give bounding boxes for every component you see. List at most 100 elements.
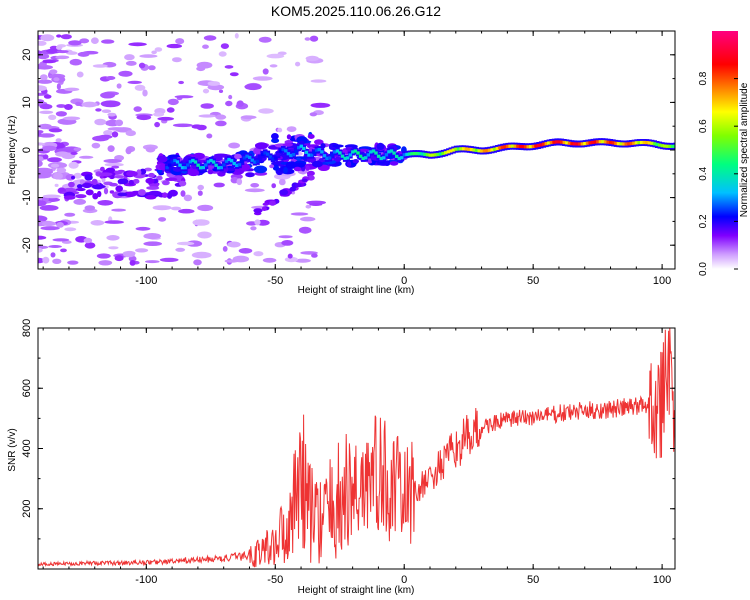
spectrogram-cell [192,219,210,226]
spectrogram-cell [196,163,200,167]
spectrogram-cell [175,160,180,164]
spectrogram-cell [413,152,417,156]
colorbar-gradient [712,31,738,269]
spectrogram-cell [487,148,492,152]
spectrogram-cell [127,80,142,84]
spectrogram-cell [384,153,389,157]
spectrogram-cell [84,242,96,249]
spectrogram-cell [38,160,43,167]
spectrogram-cell [49,69,58,75]
spectrogram-cell [596,140,600,144]
spectrogram-cell [637,141,641,145]
spectrogram-cell [454,147,458,151]
spectrogram-cell [92,193,99,200]
spectrogram-cell [111,165,120,169]
spectrogram-cell [125,60,137,66]
spectrogram-cell [206,160,211,164]
spectrogram-cell [593,140,597,144]
spectrogram-cell [83,237,93,244]
spectrogram-cell [151,50,157,55]
spectrogram-cell [38,50,43,55]
spectrogram-cell [38,142,46,146]
spectrogram-cell [143,233,161,240]
spectrogram-cell [516,144,520,148]
spectrogram-cell [99,172,113,177]
spectrogram-cell [242,156,247,160]
spectrogram-cell [305,204,312,209]
spectrogram-cell [309,35,319,42]
spectrogram-cell [116,83,122,89]
spectrogram-cell [526,145,530,149]
spectrogram-cell [508,144,512,148]
spectrogram-cell [309,153,314,157]
spectrogram-cell [464,147,468,151]
spectrogram-cell [446,150,450,154]
y-tick-label: 200 [21,500,33,518]
spectrogram-cell [133,106,142,112]
spectrogram-cell [317,148,321,152]
spectrogram-cell [128,255,137,262]
spectrogram-cell [114,175,124,179]
spectrogram-cell [389,149,394,153]
spectrogram-cell [167,98,179,106]
spectrogram-cell [226,167,237,172]
spectrogram-cell [228,142,241,149]
spectrogram-cell [302,146,306,151]
spectrogram-cell [629,141,634,146]
spectrogram-cell [39,110,54,115]
spectrogram-cell [165,166,169,170]
spectrogram-cell [224,159,229,163]
spectrogram-cell [549,140,554,145]
spectrogram-cell [616,142,621,146]
spectrogram-cell [239,163,251,171]
spectrogram-cell [281,147,285,152]
spectrogram-cell [358,148,369,152]
spectrogram-cell [207,84,225,91]
spectrogram-cell [562,140,566,145]
spectrogram-cell [38,79,53,84]
spectrogram-cell [178,80,185,85]
spectrogram-cell [248,155,252,159]
spectrogram-cell [115,185,123,192]
spectrogram-cell [415,152,419,156]
spectrogram-cell [474,148,479,152]
spectrogram-cell [129,260,136,266]
spectrogram-cell [166,192,173,199]
spectrogram-cell [103,159,122,163]
spectrogram-cell [52,258,62,264]
spectrogram-cell [206,133,213,139]
y-tick-label: -10 [21,190,33,206]
spectrogram-cell [578,142,582,146]
spectrogram-cell [219,166,223,170]
spectrogram-cell [238,248,253,254]
spectrogram-cell [477,149,481,153]
spectrogram-cell [536,143,541,148]
spectrogram-cell [56,45,63,50]
spectrogram-cell [286,134,292,140]
spectrogram-cell [136,114,152,121]
spectrogram-cell [79,179,85,185]
spectrogram-cell [369,150,373,154]
spectrogram-cell [459,147,463,151]
spectrogram-cell [199,166,203,170]
colorbar: 0.0 0.2 0.4 0.6 0.8 Normalized spectral ampl… [698,31,750,276]
spectrogram-cell [165,177,178,181]
spectrogram-cell [304,150,309,154]
spectrogram-cell [505,144,510,148]
spectrogram-cell [552,140,556,144]
spectrogram-cell [449,149,453,153]
spectrogram-cell [418,152,422,156]
spectrogram-cell [286,126,297,132]
spectrogram-cell [152,205,172,211]
spectrogram-cell [92,64,108,68]
spectrogram-cell [284,256,298,263]
spectrogram-cell [262,257,277,263]
spectrogram-cell [627,142,631,146]
spectrogram-cell [85,189,94,196]
spectrogram-cell [180,190,186,197]
spectrogram-cell [351,150,355,154]
spectrogram-cell [379,156,383,161]
y-tick-label: 0 [21,147,33,153]
spectrogram-cell [158,217,167,222]
spectrogram-cell [611,141,615,145]
